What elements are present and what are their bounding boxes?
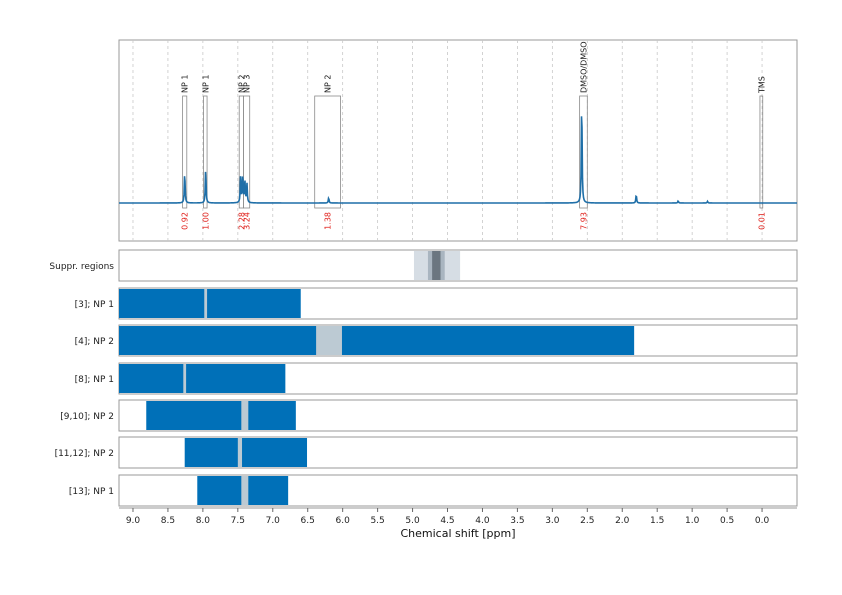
x-tick-label: 8.0 bbox=[196, 516, 211, 526]
integration-region-label: NP 2 bbox=[324, 75, 333, 93]
integration-value: 3.24 bbox=[243, 212, 252, 230]
range-row-label: [8]; NP 1 bbox=[75, 375, 114, 385]
integration-region-box bbox=[759, 95, 764, 209]
range-bar bbox=[119, 326, 635, 355]
integration-region-box bbox=[203, 95, 208, 209]
range-row-label: [4]; NP 2 bbox=[75, 337, 114, 347]
x-tick-label: 7.5 bbox=[231, 516, 245, 526]
range-bar bbox=[119, 364, 286, 393]
integration-region-label: NP 2 bbox=[237, 75, 246, 93]
integration-value: 7.93 bbox=[579, 212, 588, 230]
range-gap bbox=[204, 289, 208, 318]
x-tick-label: 1.5 bbox=[650, 516, 664, 526]
integration-region-box bbox=[182, 95, 188, 209]
x-tick-label: 0.0 bbox=[755, 516, 770, 526]
integration-region-label: DMSO/DMSO bbox=[579, 41, 588, 93]
integration-region-label: NP 3 bbox=[243, 75, 252, 93]
range-gap bbox=[241, 476, 249, 505]
range-row-label: [3]; NP 1 bbox=[75, 300, 114, 310]
x-tick-label: 2.0 bbox=[615, 516, 630, 526]
suppressed-row-label: Suppr. regions bbox=[49, 262, 114, 272]
x-axis-title: Chemical shift [ppm] bbox=[400, 527, 515, 540]
range-gap bbox=[241, 401, 249, 430]
x-tick-label: 7.0 bbox=[266, 516, 281, 526]
integration-region-label: TMS bbox=[757, 76, 766, 94]
x-tick-label: 4.5 bbox=[440, 516, 454, 526]
x-tick-label: 6.0 bbox=[336, 516, 351, 526]
x-tick-label: 2.5 bbox=[580, 516, 594, 526]
integration-region-label: NP 1 bbox=[201, 75, 210, 93]
range-gap bbox=[183, 364, 187, 393]
x-tick-label: 4.0 bbox=[475, 516, 490, 526]
x-tick-label: 3.0 bbox=[545, 516, 560, 526]
range-row-label: [9,10]; NP 2 bbox=[60, 412, 114, 422]
range-gap bbox=[316, 326, 342, 355]
integration-value: 2.28 bbox=[237, 212, 246, 230]
integration-value: 1.00 bbox=[201, 212, 210, 230]
integration-value: 0.92 bbox=[181, 212, 190, 230]
x-tick-label: 5.0 bbox=[405, 516, 420, 526]
integration-region-box bbox=[243, 95, 251, 209]
x-tick-label: 9.0 bbox=[126, 516, 141, 526]
x-tick-label: 6.5 bbox=[301, 516, 315, 526]
range-row-label: [11,12]; NP 2 bbox=[55, 449, 114, 459]
integration-region-box bbox=[579, 95, 588, 209]
range-bar bbox=[119, 289, 301, 318]
spectrum-trace bbox=[119, 116, 797, 204]
spectrum-panel-frame bbox=[118, 39, 798, 242]
range-bar bbox=[184, 438, 308, 467]
x-tick-label: 5.5 bbox=[370, 516, 384, 526]
x-tick-label: 8.5 bbox=[161, 516, 175, 526]
x-tick-label: 3.5 bbox=[510, 516, 524, 526]
range-row-label: [13]; NP 1 bbox=[69, 487, 114, 497]
suppressed-zone bbox=[432, 251, 441, 280]
range-gap bbox=[237, 438, 243, 467]
integration-region-label: NP 1 bbox=[181, 75, 190, 93]
integration-region-box bbox=[314, 95, 341, 209]
range-bar bbox=[146, 401, 296, 430]
x-tick-label: 1.0 bbox=[685, 516, 700, 526]
x-tick-label: 0.5 bbox=[720, 516, 734, 526]
integration-value: 0.01 bbox=[757, 212, 766, 230]
integration-value: 1.38 bbox=[324, 212, 333, 230]
